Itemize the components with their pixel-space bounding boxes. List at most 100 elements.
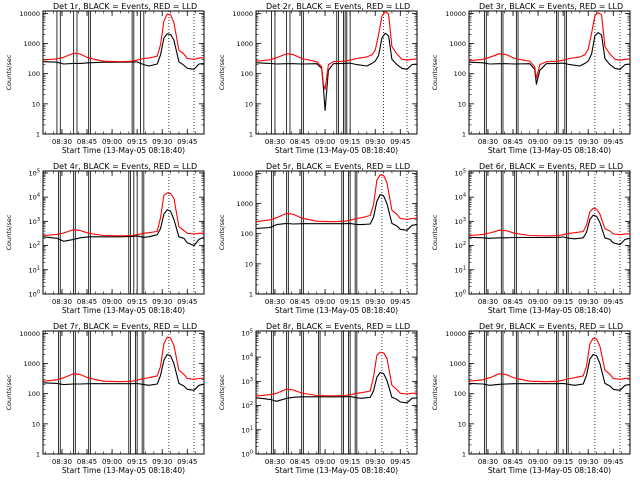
data-gap-marker [128, 170, 131, 295]
x-tick-label: 09:45 [390, 138, 410, 146]
series-line-lld [256, 11, 418, 91]
y-axis-label: Counts/sec [5, 54, 13, 90]
series-line-events [256, 372, 418, 404]
x-tick-label: 09:00 [102, 458, 122, 466]
y-tick-label: 1000 [23, 40, 40, 48]
x-tick-label: 09:15 [553, 458, 573, 466]
data-gap-marker [58, 330, 61, 455]
x-tick-label: 08:45 [77, 138, 97, 146]
data-gap-marker [317, 330, 321, 455]
chart-panel-5: Det 5r, BLACK = Events, RED = LLD 1 10 100 1… [218, 162, 418, 315]
x-axis-label: Start Time (13-May-05 08:18:40) [275, 466, 398, 475]
y-tick-label: 1000 [23, 360, 40, 368]
x-tick-label: 08:30 [478, 138, 498, 146]
x-tick-label: 09:15 [127, 138, 147, 146]
data-gap-marker [56, 10, 61, 135]
y-tick-label: 1000 [236, 40, 253, 48]
chart-title: Det 8r, BLACK = Events, RED = LLD [266, 322, 410, 331]
data-gap-marker [140, 10, 145, 135]
series-line-events [256, 32, 418, 112]
x-tick-label: 09:15 [553, 138, 573, 146]
x-tick-label: 09:45 [177, 458, 197, 466]
y-tick-label: 10000 [19, 330, 40, 338]
x-tick-label: 09:15 [127, 298, 147, 306]
y-tick-label: 1 [462, 451, 466, 459]
x-tick-label: 09:00 [528, 138, 548, 146]
x-tick-label: 09:00 [528, 458, 548, 466]
y-tick-label: 100 [28, 70, 40, 78]
y-tick-label: 102 [242, 401, 253, 410]
y-axis-label: Counts/sec [218, 54, 226, 90]
y-axis-label: Counts/sec [431, 54, 439, 90]
plot-frame [255, 170, 418, 295]
y-tick-label: 104 [242, 353, 253, 362]
y-axis-label: Counts/sec [5, 214, 13, 250]
series-line-lld [469, 337, 631, 383]
x-tick-label: 09:00 [102, 138, 122, 146]
y-tick-label: 1000 [236, 200, 253, 208]
x-tick-label: 09:15 [340, 458, 360, 466]
x-tick-label: 09:30 [152, 298, 172, 306]
data-gap-marker [73, 330, 76, 455]
data-gap-marker [500, 330, 504, 455]
plot-frame [468, 10, 631, 135]
x-tick-label: 08:30 [265, 298, 285, 306]
y-tick-label: 10 [245, 260, 253, 268]
data-gap-marker [556, 10, 559, 135]
y-tick-label: 103 [242, 377, 253, 386]
x-tick-label: 08:30 [478, 458, 498, 466]
x-tick-label: 09:00 [315, 458, 335, 466]
x-tick-label: 09:45 [603, 138, 623, 146]
data-gap-marker [354, 330, 358, 455]
chart-panel-2: Det 2r, BLACK = Events, RED = LLD 1 10 100 1… [218, 2, 418, 155]
y-tick-label: 100 [454, 70, 466, 78]
series-line-lld [43, 336, 205, 383]
x-tick-label: 09:30 [365, 138, 385, 146]
y-tick-label: 10 [458, 100, 466, 108]
y-tick-label: 100 [454, 390, 466, 398]
chart-title: Det 3r, BLACK = Events, RED = LLD [479, 2, 623, 11]
x-tick-label: 08:45 [290, 458, 310, 466]
x-axis-label: Start Time (13-May-05 08:18:40) [488, 146, 611, 155]
y-tick-label: 102 [29, 241, 40, 250]
chart-panel-7: Det 7r, BLACK = Events, RED = LLD 1 10 100 1… [5, 322, 205, 475]
y-tick-label: 103 [455, 217, 466, 226]
chart-panel-9: Det 9r, BLACK = Events, RED = LLD 1 10 100 1… [431, 322, 631, 475]
y-tick-label: 105 [455, 168, 466, 177]
x-tick-label: 09:30 [152, 138, 172, 146]
series-line-lld [256, 174, 418, 223]
data-gap-marker [73, 10, 78, 135]
plot-frame [468, 330, 631, 455]
y-axis-label: Counts/sec [218, 374, 226, 410]
chart-title: Det 6r, BLACK = Events, RED = LLD [479, 162, 623, 171]
series-line-events [43, 33, 205, 70]
y-tick-label: 100 [242, 450, 253, 459]
series-line-events [43, 209, 205, 247]
y-tick-label: 105 [242, 328, 253, 337]
data-gap-marker [336, 10, 339, 135]
chart-panel-1: Det 1r, BLACK = Events, RED = LLD 1 10 100 1… [5, 2, 205, 155]
data-gap-marker [515, 330, 519, 455]
x-axis-label: Start Time (13-May-05 08:18:40) [275, 146, 398, 155]
data-gap-marker [564, 10, 567, 135]
x-axis-label: Start Time (13-May-05 08:18:40) [275, 306, 398, 315]
x-tick-label: 09:00 [315, 138, 335, 146]
x-tick-label: 09:15 [553, 298, 573, 306]
data-gap-marker [484, 330, 487, 455]
data-gap-marker [514, 170, 517, 295]
y-tick-label: 101 [455, 265, 466, 274]
x-tick-label: 09:15 [127, 458, 147, 466]
data-gap-marker [301, 10, 304, 135]
chart-title: Det 1r, BLACK = Events, RED = LLD [53, 2, 197, 11]
y-tick-label: 105 [29, 168, 40, 177]
x-tick-label: 08:45 [503, 458, 523, 466]
y-axis-label: Counts/sec [5, 374, 13, 410]
data-gap-marker [566, 170, 569, 295]
x-tick-label: 08:30 [52, 298, 72, 306]
y-tick-label: 104 [455, 193, 466, 202]
y-axis-label: Counts/sec [431, 374, 439, 410]
y-tick-label: 10000 [19, 10, 40, 18]
data-gap-marker [556, 170, 559, 295]
data-gap-marker [286, 330, 289, 455]
